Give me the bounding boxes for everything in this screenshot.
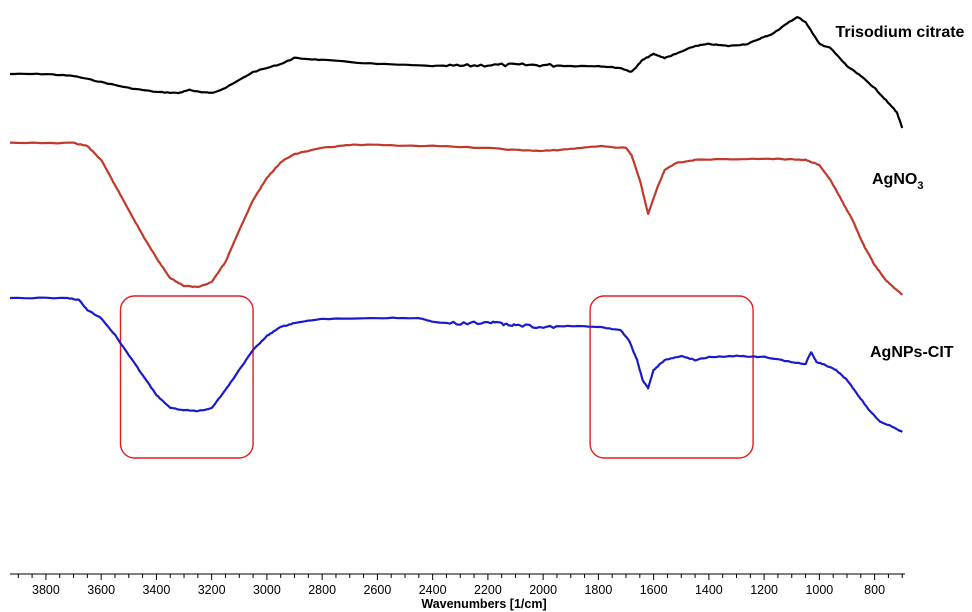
x-tick-label: 1400: [695, 583, 723, 597]
x-axis-title: Wavenumbers [1/cm]: [421, 597, 546, 611]
x-tick-label: 3200: [198, 583, 226, 597]
series-label-agnps-cit: AgNPs-CIT: [870, 344, 954, 361]
highlight-boxes: [119, 295, 754, 459]
x-tick-label: 2600: [363, 583, 391, 597]
x-tick-label: 3000: [253, 583, 281, 597]
series-line-trisodium-citrate: [10, 16, 904, 129]
x-tick-label: 1000: [805, 583, 833, 597]
x-tick-label: 800: [864, 583, 885, 597]
series-label-trisodium-citrate: Trisodium citrate: [836, 24, 965, 41]
x-axis-ticks: 3800 3600 3400 3200 3000 2800 2600 2400 2200 2000…: [17, 574, 903, 597]
series-label-agno3-subscript: 3: [917, 180, 923, 192]
x-tick-label: 1200: [750, 583, 778, 597]
x-tick-label: 2400: [419, 583, 447, 597]
series-line-agno3: [9, 141, 904, 296]
series-line-agnps-cit: [9, 296, 903, 433]
series-label-agno3: AgNO3: [872, 171, 923, 192]
x-tick-label: 2200: [474, 583, 502, 597]
highlight-box-1: [119, 295, 254, 459]
x-tick-label: 3800: [32, 583, 60, 597]
x-tick-label: 3400: [142, 583, 170, 597]
series-label-agno3-main: AgNO: [872, 171, 917, 188]
x-tick-label: 3600: [87, 583, 115, 597]
highlight-box-2: [589, 295, 754, 459]
x-tick-label: 1600: [640, 583, 668, 597]
x-tick-label: 2800: [308, 583, 336, 597]
x-tick-label: 1800: [584, 583, 612, 597]
series-lines: [9, 16, 904, 433]
x-tick-label: 2000: [529, 583, 557, 597]
